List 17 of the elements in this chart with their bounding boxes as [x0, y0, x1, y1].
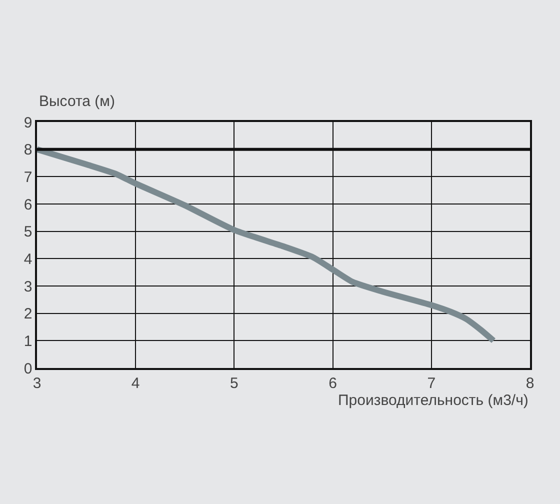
y-tick-label: 8 [24, 142, 32, 159]
y-axis-title: Высота (м) [39, 93, 115, 110]
x-axis-title: Производительность (м3/ч) [338, 392, 528, 409]
y-tick-label: 0 [24, 360, 32, 378]
y-tick-label: 6 [24, 196, 32, 214]
y-tick-label: 2 [24, 306, 32, 323]
y-tick-label: 5 [24, 224, 32, 241]
x-tick-label: 6 [328, 374, 337, 392]
y-tick-label: 3 [24, 278, 32, 296]
x-tick-label: 8 [526, 374, 534, 392]
y-tick-label: 4 [24, 250, 32, 268]
x-tick-label: 4 [131, 374, 140, 392]
x-tick-label: 7 [427, 374, 436, 392]
y-tick-label: 1 [24, 332, 32, 350]
x-tick-label: 5 [230, 374, 238, 392]
y-tick-label: 9 [24, 114, 32, 132]
y-tick-label: 7 [24, 168, 32, 186]
